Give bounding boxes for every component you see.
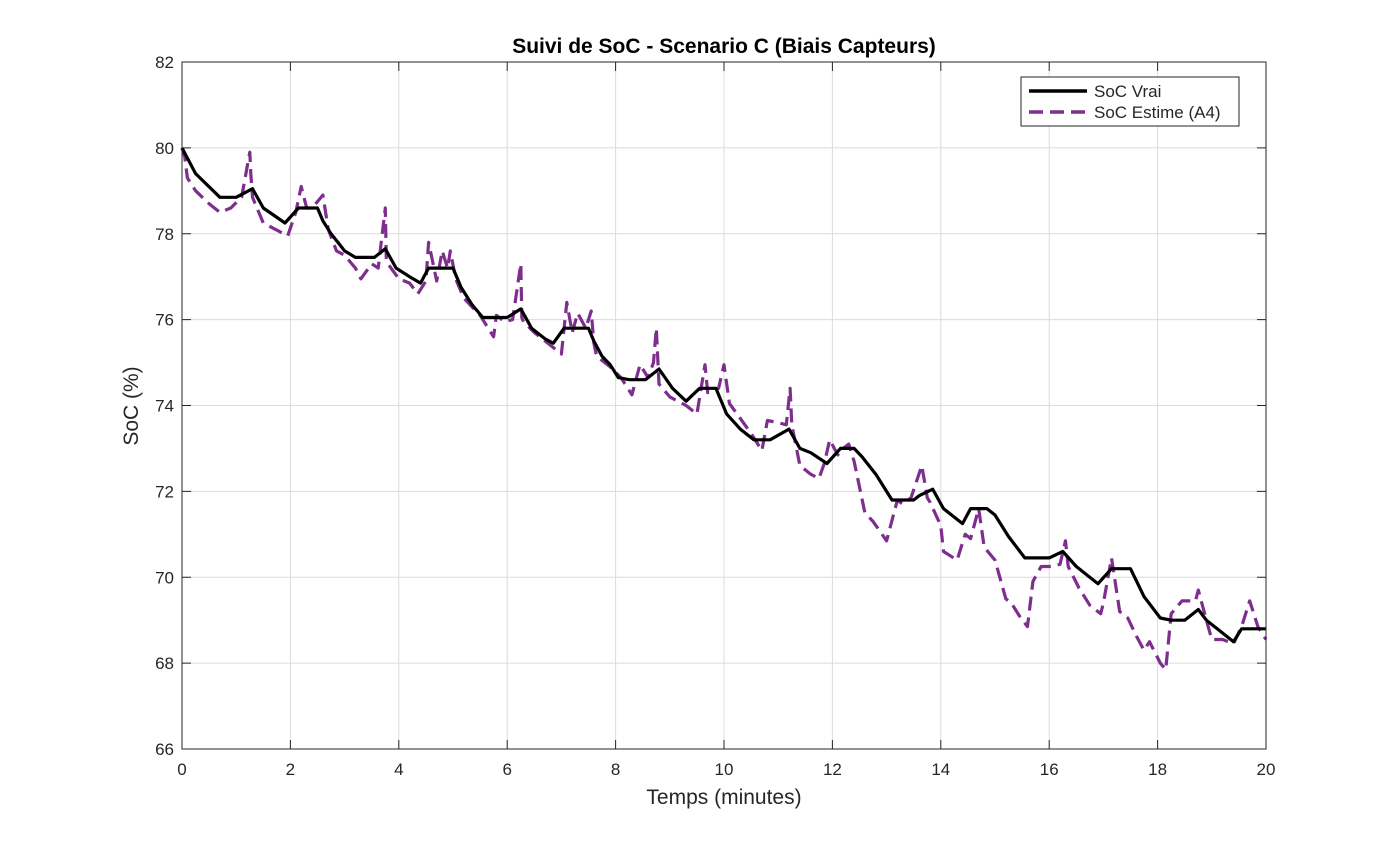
x-tick-label: 20 bbox=[1257, 760, 1276, 779]
x-tick-label: 6 bbox=[502, 760, 511, 779]
series-line-soc-vrai bbox=[180, 147, 1266, 644]
y-tick-label: 80 bbox=[155, 139, 174, 158]
x-axis-title: Temps (minutes) bbox=[646, 786, 801, 809]
series-layer bbox=[180, 147, 1268, 672]
y-tick-label: 70 bbox=[155, 568, 174, 587]
series-line-soc-estime bbox=[180, 147, 1268, 672]
y-tick-label: 68 bbox=[155, 654, 174, 673]
chart-title: Suivi de SoC - Scenario C (Biais Capteur… bbox=[512, 35, 936, 58]
y-tick-label: 66 bbox=[155, 740, 174, 759]
x-tick-label: 16 bbox=[1040, 760, 1059, 779]
y-tick-label: 74 bbox=[155, 397, 174, 416]
x-tick-label: 2 bbox=[286, 760, 295, 779]
legend: SoC Vrai SoC Estime (A4) bbox=[1020, 76, 1240, 127]
x-tick-label: 0 bbox=[177, 760, 186, 779]
legend-box bbox=[1020, 76, 1240, 127]
y-tick-label: 78 bbox=[155, 225, 174, 244]
x-tick-label: 14 bbox=[931, 760, 950, 779]
y-tick-label: 76 bbox=[155, 311, 174, 330]
x-tick-label: 4 bbox=[394, 760, 403, 779]
x-tick-label: 10 bbox=[715, 760, 734, 779]
x-tick-label: 12 bbox=[823, 760, 842, 779]
y-axis-title: SoC (%) bbox=[120, 366, 143, 445]
x-tick-label: 18 bbox=[1148, 760, 1167, 779]
legend-label-soc-vrai: SoC Vrai bbox=[1094, 82, 1161, 101]
y-tick-label: 82 bbox=[155, 53, 174, 72]
y-tick-label: 72 bbox=[155, 482, 174, 501]
x-tick-label: 8 bbox=[611, 760, 620, 779]
legend-label-soc-estime: SoC Estime (A4) bbox=[1094, 103, 1221, 122]
